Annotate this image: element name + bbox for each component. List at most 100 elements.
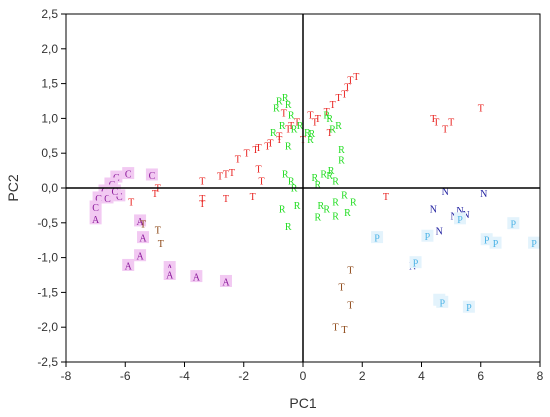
x-tick-label: -6 (120, 369, 131, 383)
data-point-a: A (136, 252, 144, 263)
x-tick-label: 8 (537, 369, 544, 383)
data-point-r: R (323, 110, 330, 121)
data-point-n: N (442, 187, 449, 198)
data-point-t: T (353, 72, 359, 83)
data-point-r: R (282, 170, 289, 181)
data-point-t: T (338, 282, 344, 293)
data-point-r: R (320, 170, 327, 181)
data-point-a: A (193, 273, 201, 284)
data-point-n: N (430, 204, 437, 215)
data-point-a: A (166, 271, 174, 282)
y-tick-label: 0,5 (41, 146, 58, 160)
data-point-r: R (304, 128, 311, 139)
data-point-p: P (466, 303, 472, 314)
x-tick-label: -4 (179, 369, 190, 383)
data-point-r: R (279, 204, 286, 215)
marker-highlight (454, 212, 467, 225)
data-point-r: R (291, 124, 298, 135)
data-point-n: N (436, 227, 443, 238)
data-point-a: A (136, 217, 144, 228)
data-point-t: T (327, 128, 333, 139)
data-point-t: T (433, 117, 439, 128)
data-point-t: T (288, 121, 294, 132)
marker-highlight (92, 191, 105, 204)
marker-highlight (89, 212, 102, 225)
data-point-p: P (511, 220, 517, 231)
y-tick-label: -1,5 (37, 285, 58, 299)
scatter-markers: CCCCCCCCCCCCAAAAAAAAATTTTTTTTTTTTTTTTTTT… (89, 72, 541, 336)
data-point-c: C (125, 170, 132, 181)
marker-highlight (371, 231, 384, 244)
data-point-t: T (347, 266, 353, 277)
data-point-c: C (95, 194, 102, 205)
data-point-t: T (223, 170, 229, 181)
marker-highlight (163, 268, 176, 280)
data-point-r: R (344, 208, 351, 219)
data-point-a: A (92, 215, 100, 226)
data-point-t: T (256, 165, 262, 176)
data-point-t: T (199, 194, 205, 205)
data-point-t: T (155, 225, 161, 236)
data-point-r: R (288, 110, 295, 121)
data-point-r: R (338, 156, 345, 167)
data-point-r: R (288, 177, 295, 188)
data-point-c: C (116, 192, 123, 203)
x-tick-label: -2 (238, 369, 249, 383)
marker-highlight (436, 295, 449, 308)
marker-highlight (122, 258, 135, 271)
data-point-t: T (281, 108, 287, 119)
data-point-a: A (125, 261, 133, 272)
data-point-r: R (294, 201, 301, 212)
data-point-r: R (291, 184, 298, 195)
y-tick-label: 1,5 (41, 77, 58, 91)
data-point-t: T (442, 124, 448, 135)
data-point-t: T (285, 124, 291, 135)
y-axis-title: PC2 (5, 174, 21, 201)
data-point-t: T (324, 107, 330, 118)
data-point-t: T (294, 117, 300, 128)
data-point-t: T (264, 142, 270, 153)
data-point-t: T (128, 197, 134, 208)
data-point-r: R (285, 100, 292, 111)
data-point-c: C (112, 187, 119, 198)
data-point-t: T (333, 323, 339, 334)
data-point-r: R (285, 142, 292, 153)
y-tick-label: 0,0 (41, 181, 58, 195)
data-point-p: P (484, 236, 490, 247)
marker-highlight (219, 274, 232, 287)
data-point-c: C (104, 194, 111, 205)
data-point-r: R (335, 121, 342, 132)
data-point-t: T (315, 114, 321, 125)
y-tick-label: -2,0 (37, 320, 58, 334)
data-point-t: T (229, 168, 235, 179)
data-point-t: T (244, 149, 250, 160)
x-tick-label: -8 (61, 369, 72, 383)
data-point-r: R (309, 129, 316, 140)
marker-highlight (421, 229, 434, 242)
marker-highlight (480, 233, 493, 246)
data-point-t: T (158, 239, 164, 250)
data-point-t: T (347, 300, 353, 311)
x-tick-label: 4 (418, 369, 425, 383)
data-point-p: P (493, 239, 499, 250)
data-point-t: T (140, 220, 146, 231)
data-point-t: T (267, 138, 273, 149)
data-point-r: R (282, 93, 289, 104)
data-point-t: T (383, 192, 389, 203)
marker-highlight (134, 214, 147, 227)
data-point-p: P (425, 232, 431, 243)
data-point-t: T (152, 189, 158, 200)
marker-highlight (137, 231, 150, 244)
data-point-t: T (312, 117, 318, 128)
data-point-p: P (457, 215, 463, 226)
marker-highlight (134, 249, 147, 262)
data-point-c: C (149, 171, 156, 182)
data-point-p: P (374, 234, 380, 245)
data-point-n: N (480, 189, 487, 200)
data-point-t: T (258, 177, 264, 188)
data-point-t: T (335, 93, 341, 104)
data-point-p: P (439, 298, 445, 309)
x-tick-label: 0 (300, 369, 307, 383)
